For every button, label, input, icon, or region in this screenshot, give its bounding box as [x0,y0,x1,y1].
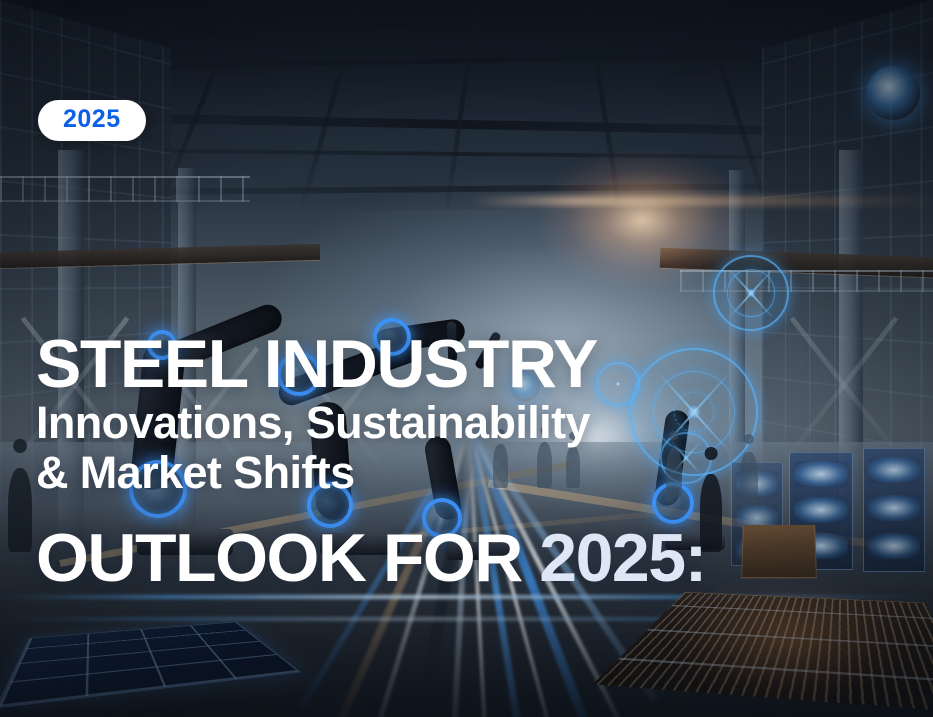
subhead-line-1: Innovations, Sustainability [36,397,590,448]
year-badge: 2025 [38,100,146,141]
headline-line-1: STEEL INDUSTRY [36,326,598,403]
headline-year-accent: 2025: [539,519,707,596]
subhead-line-2: & Market Shifts [36,447,355,499]
headline-line-2: OUTLOOK FOR 2025: [36,524,707,592]
headline-line-2-main: OUTLOOK FOR [36,519,540,596]
page-title: STEEL INDUSTRY OUTLOOK FOR 2025: [36,203,707,717]
page-subtitle: Innovations, Sustainability & Market Shi… [36,397,590,499]
